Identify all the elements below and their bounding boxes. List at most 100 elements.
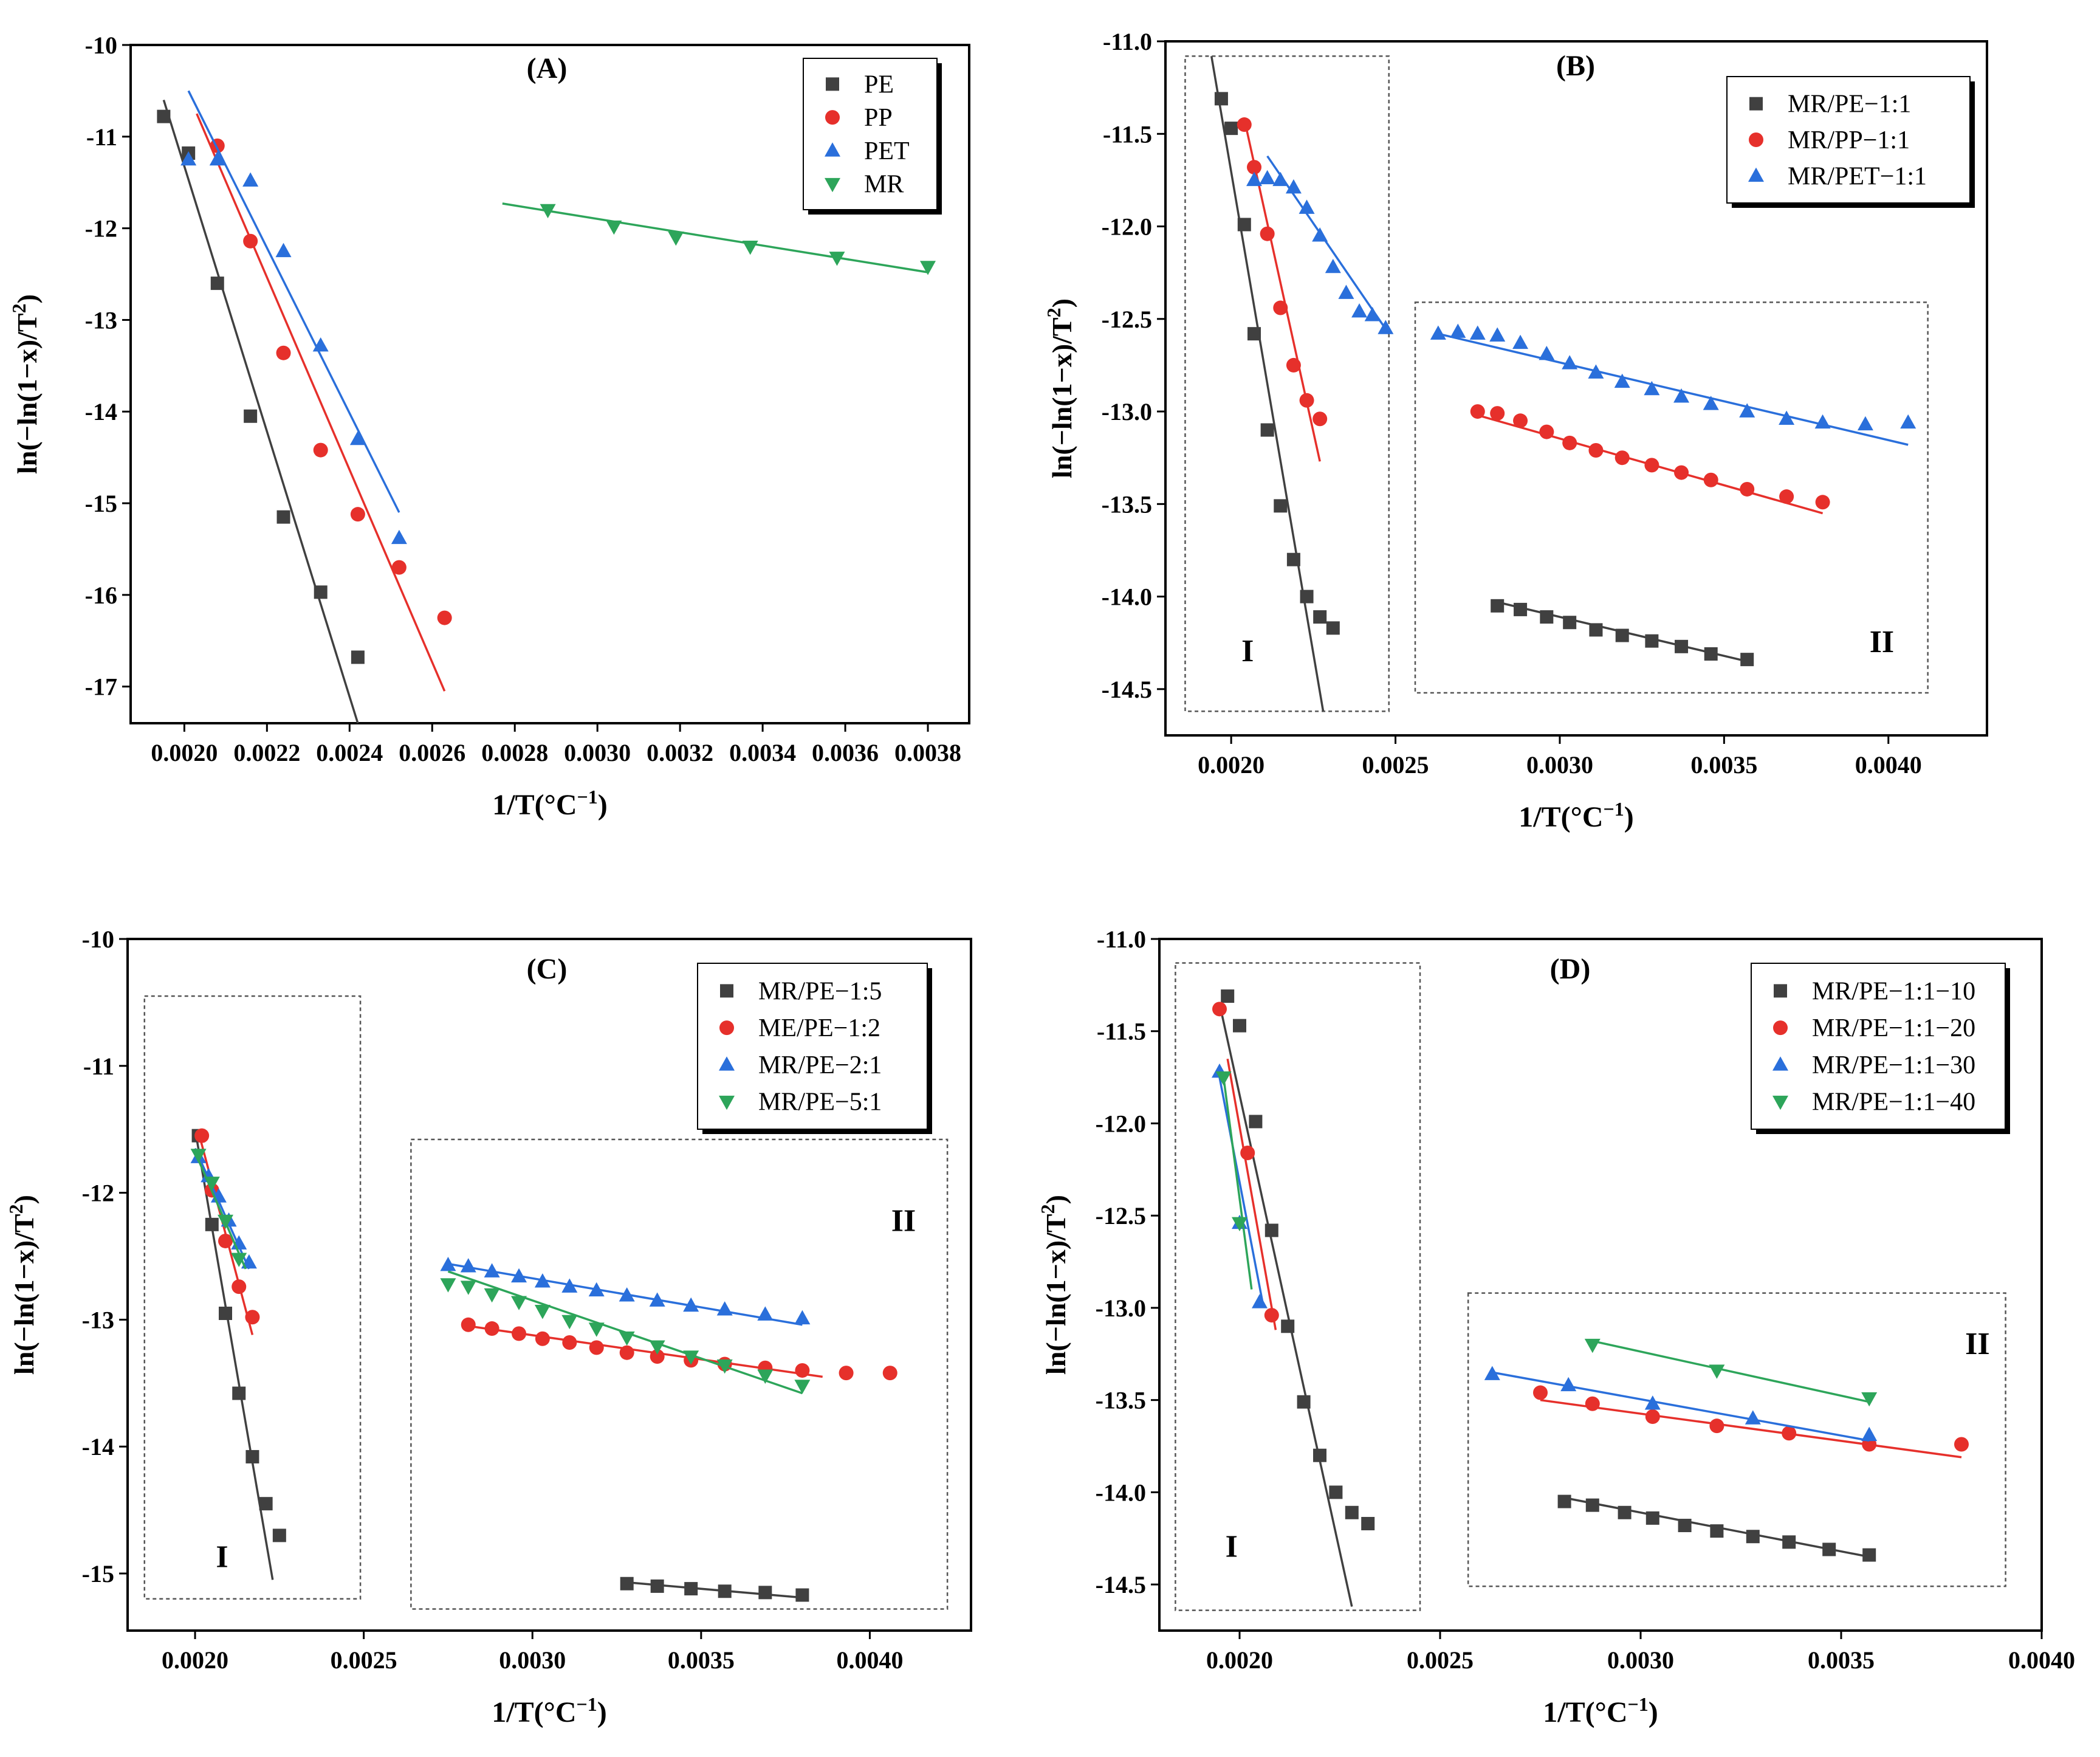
data-point	[920, 261, 936, 275]
data-point	[794, 1380, 811, 1394]
data-point	[1815, 495, 1830, 510]
data-point	[512, 1326, 527, 1341]
data-point	[1247, 160, 1262, 175]
series-mr-pe-1-1-40	[1215, 1071, 1878, 1407]
data-point	[718, 1584, 732, 1598]
fit-line	[162, 99, 359, 724]
plot-frame	[126, 938, 972, 1632]
data-point	[204, 1177, 220, 1191]
data-point	[589, 1340, 604, 1355]
data-point	[1214, 92, 1228, 106]
data-point	[1645, 1511, 1659, 1525]
y-tick-label: -12	[85, 215, 117, 242]
y-tick-label: -10	[82, 926, 114, 953]
data-point	[1746, 1530, 1760, 1544]
data-point	[561, 1278, 578, 1293]
data-point	[1740, 481, 1755, 497]
fit-line	[502, 202, 928, 273]
y-tick-label: -10	[85, 32, 117, 59]
data-point	[275, 242, 292, 258]
x-tick-label: 0.0022	[233, 739, 300, 766]
x-tick-label: 0.0030	[564, 739, 631, 766]
data-point	[1246, 171, 1263, 187]
region-label: II	[891, 1203, 916, 1238]
data-point	[242, 172, 259, 187]
data-point	[1469, 325, 1486, 340]
y-axis-label: ln(−ln(1−x)/T2)	[8, 294, 43, 474]
data-point	[1900, 414, 1916, 429]
data-point	[1272, 171, 1289, 187]
chart-panel-d: 0.0020 0.0025 0.0030 0.0035 0.0040 -11.0 -11.5…	[1037, 926, 2075, 1728]
x-tick-label: 0.0040	[2008, 1646, 2075, 1674]
data-point	[1588, 443, 1604, 458]
legend-label: MR/PE−2:1	[758, 1051, 882, 1079]
data-point	[534, 1305, 551, 1319]
data-point	[562, 1335, 577, 1350]
y-tick-label: -11	[86, 123, 117, 151]
data-point	[684, 1582, 698, 1596]
data-point	[668, 231, 684, 246]
fit-line	[1218, 1003, 1353, 1607]
data-point	[1312, 411, 1328, 427]
data-point	[1560, 1377, 1577, 1392]
series-mr-pe-1-1-30	[1212, 1063, 1878, 1442]
data-point	[1313, 610, 1327, 624]
region-box-i	[1184, 55, 1390, 712]
data-point	[716, 1301, 733, 1316]
fit-line	[187, 90, 400, 513]
legend-marker	[1772, 1056, 1788, 1071]
data-point	[245, 1449, 259, 1463]
x-axis-label: 1/T(°C−1)	[492, 786, 607, 821]
x-axis-label: 1/T(°C−1)	[492, 1693, 606, 1728]
y-tick-label: -11	[83, 1053, 114, 1080]
chart-panel-b: 0.0020 0.0025 0.0030 0.0035 0.0040 -11.0 -11.5…	[1043, 28, 1988, 833]
x-tick-label: 0.0020	[1198, 751, 1264, 779]
region-label: II	[1965, 1327, 1989, 1361]
data-point	[1233, 1019, 1246, 1033]
data-point	[1260, 226, 1275, 241]
fit-line	[194, 1129, 274, 1580]
x-tick-label: 0.0026	[399, 739, 465, 766]
legend-marker	[826, 77, 839, 91]
data-point	[619, 1331, 635, 1346]
data-point	[1351, 303, 1368, 318]
data-point	[1861, 1392, 1878, 1407]
data-point	[650, 1349, 665, 1364]
data-point	[1745, 1410, 1761, 1425]
data-point	[484, 1321, 499, 1336]
y-tick-label: -12.0	[1102, 213, 1152, 241]
legend-label: MR/PE−1:5	[758, 977, 882, 1005]
y-tick-label: -12.5	[1096, 1202, 1146, 1229]
data-point	[272, 1528, 286, 1542]
legend: MR/PE−1:1 MR/PP−1:1 MR/PET−1:1	[1726, 76, 1975, 208]
data-point	[1273, 300, 1288, 315]
x-tick-label: 0.0034	[729, 739, 796, 766]
x-axis-label: 1/T(°C−1)	[1518, 798, 1633, 833]
data-point	[350, 507, 365, 522]
x-tick-label: 0.0025	[1362, 751, 1429, 779]
y-tick-label: -13	[82, 1306, 114, 1333]
region-box-ii	[410, 1138, 949, 1610]
x-tick-label: 0.0028	[481, 739, 548, 766]
data-point	[1513, 413, 1528, 428]
data-point	[205, 1217, 219, 1231]
data-point	[1704, 647, 1718, 661]
data-point	[259, 1497, 273, 1511]
data-point	[437, 610, 452, 625]
data-point	[742, 241, 758, 255]
data-point	[1562, 355, 1578, 370]
data-point	[157, 109, 171, 123]
legend-label: MR/PE−5:1	[758, 1088, 882, 1116]
legend-box	[1726, 76, 1971, 204]
region-label: I	[1226, 1530, 1238, 1564]
data-point	[1861, 1426, 1878, 1442]
data-point	[484, 1263, 500, 1277]
data-point	[1674, 465, 1689, 480]
data-point	[1709, 1418, 1724, 1434]
data-point	[1644, 380, 1660, 396]
region-label: I	[1241, 634, 1254, 669]
y-axis-label: ln(−ln(1−x)/T2)	[1043, 298, 1077, 478]
data-point	[588, 1322, 605, 1337]
x-tick-label: 0.0035	[668, 1646, 735, 1674]
series-mr-pet-1-1	[1246, 155, 1916, 446]
